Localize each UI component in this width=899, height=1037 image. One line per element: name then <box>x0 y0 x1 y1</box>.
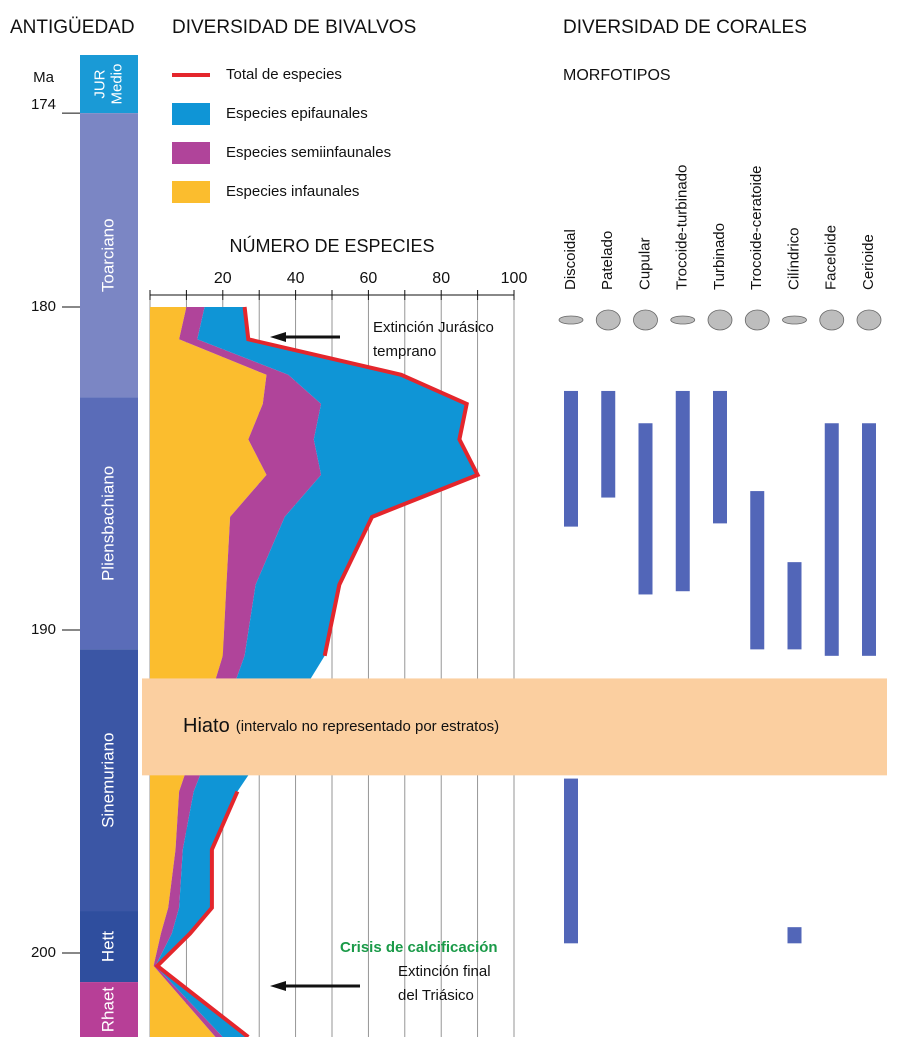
morphotype-label: Cupular <box>636 237 653 290</box>
range-bar <box>787 562 802 650</box>
coral-subtitle: MORFOTIPOS <box>563 67 671 84</box>
stage-label: Rhaet <box>98 987 117 1033</box>
hiatus-note: (intervalo no representado por estratos) <box>236 718 499 735</box>
morphotype-label: Trocoide-turbinado <box>674 165 691 290</box>
range-bar <box>824 423 839 656</box>
morphotype-icon <box>595 309 621 331</box>
range-bar <box>564 778 578 944</box>
morphotype-icon <box>633 309 658 331</box>
x-tick-label: 20 <box>214 270 232 287</box>
morphotype-icon <box>707 309 733 331</box>
stage-box <box>80 113 138 398</box>
stage-box <box>80 649 138 912</box>
stage-label: Hett <box>98 931 117 962</box>
age-tick-label: 174 <box>31 96 56 113</box>
hiatus-title: Hiato <box>183 715 230 737</box>
range-bar <box>564 390 578 527</box>
stage-label: Toarciano <box>98 218 117 292</box>
stage-box <box>80 55 138 114</box>
x-tick-label: 60 <box>360 270 378 287</box>
morphotype-icon <box>558 315 584 325</box>
morphotype-label: Faceloide <box>823 225 840 290</box>
range-bar <box>862 423 876 656</box>
stage-label: Pliensbachiano <box>98 466 117 581</box>
morphotype-icon <box>782 315 807 325</box>
morphotype-icon <box>670 315 696 325</box>
morphotype-label: Trocoide-ceratoide <box>748 165 765 290</box>
annotation: Extinción Jurásico <box>373 319 494 336</box>
morphotype-icon <box>856 309 882 331</box>
range-bar <box>675 390 690 592</box>
annotation: Extinción final <box>398 963 491 980</box>
morphotype-label: Turbinado <box>711 223 728 290</box>
legend-swatch <box>172 142 210 164</box>
morphotype-label: Cerioide <box>860 234 877 290</box>
x-tick-label: 100 <box>501 270 528 287</box>
stage-box <box>80 911 138 983</box>
x-axis-label: NÚMERO DE ESPECIES <box>229 235 434 256</box>
stage-label: JUR <box>91 69 108 98</box>
coral-title: DIVERSIDAD DE CORALES <box>563 17 807 38</box>
stacked-area <box>153 307 322 1037</box>
stage-box <box>80 397 138 650</box>
x-tick-label: 80 <box>432 270 450 287</box>
morphotype-label: Discoidal <box>562 229 579 290</box>
annotation-arrowhead <box>270 332 286 342</box>
range-bar <box>787 927 802 944</box>
stacked-area <box>155 307 478 1037</box>
legend-label: Especies epifaunales <box>226 105 368 122</box>
legend-label: Total de especies <box>226 66 342 83</box>
stage-label: Sinemuriano <box>98 732 117 827</box>
total-line <box>154 306 481 1037</box>
legend-swatch <box>172 103 210 125</box>
stacked-area <box>150 307 267 1037</box>
hiatus-label: Hiato (intervalo no representado por estr… <box>183 715 499 737</box>
column-title: ANTIGÜEDAD <box>10 17 135 38</box>
morphotype-label: Patelado <box>599 231 616 290</box>
age-axis-label: Ma <box>33 69 54 86</box>
morphotype-label: Cilíndrico <box>785 227 802 290</box>
annotation: temprano <box>373 343 436 360</box>
age-tick-label: 180 <box>31 298 56 315</box>
legend-label: Especies semiinfaunales <box>226 144 391 161</box>
annotation: del Triásico <box>398 987 474 1004</box>
stage-label: Medio <box>108 64 125 105</box>
range-bar <box>750 491 765 650</box>
range-bar <box>713 390 727 524</box>
x-tick-label: 40 <box>287 270 305 287</box>
age-tick-label: 190 <box>31 621 56 638</box>
stage-box <box>80 982 138 1037</box>
range-bar <box>601 390 616 498</box>
range-bar <box>638 423 653 595</box>
hiatus-band <box>142 678 887 776</box>
morphotype-icon <box>819 309 845 331</box>
morphotype-icon <box>744 309 770 331</box>
age-tick-label: 200 <box>31 944 56 961</box>
annotation: Crisis de calcificación <box>340 939 498 956</box>
bivalve-title: DIVERSIDAD DE BIVALVOS <box>172 17 416 38</box>
legend-swatch <box>172 181 210 203</box>
annotation-arrowhead <box>270 981 286 991</box>
legend-label: Especies infaunales <box>226 183 359 200</box>
